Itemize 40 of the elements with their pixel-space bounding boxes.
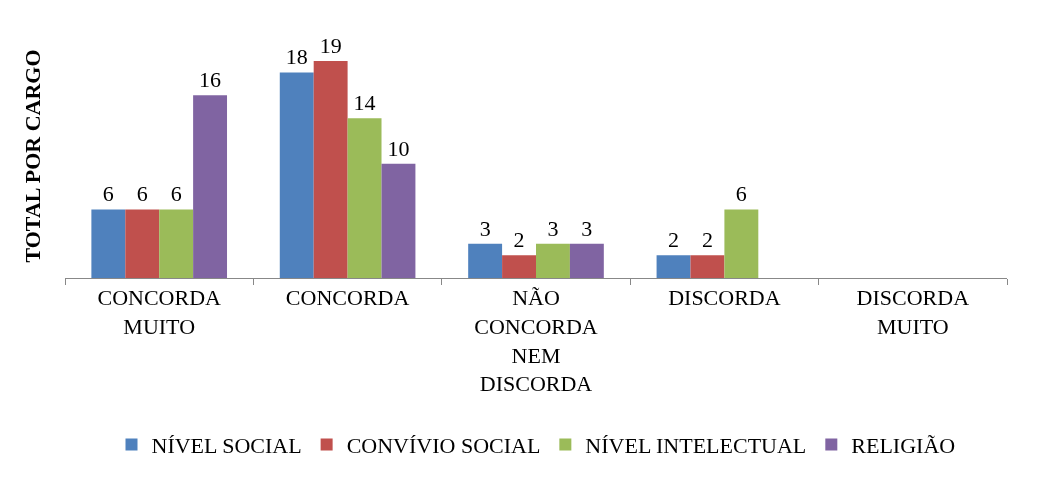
bar [279, 72, 314, 278]
data-label: 3 [581, 215, 593, 241]
bar [193, 95, 228, 278]
bar [690, 255, 725, 278]
bar [724, 209, 759, 278]
data-label: 16 [199, 67, 222, 93]
bar [125, 209, 160, 278]
data-label: 2 [668, 227, 680, 253]
data-label: 2 [513, 227, 525, 253]
legend-label: RELIGIÃO [851, 433, 956, 459]
bar [159, 209, 194, 278]
x-tick-label: CONCORDA [285, 285, 410, 311]
bar [313, 61, 348, 278]
legend-label: NÍVEL SOCIAL [151, 433, 302, 459]
data-label: 14 [353, 90, 376, 116]
data-label: 10 [387, 135, 410, 161]
data-label: 3 [479, 215, 491, 241]
x-tick-label: DISCORDA [668, 285, 781, 311]
bar [536, 243, 570, 278]
data-label: 19 [319, 33, 342, 59]
legend-label: NÍVEL INTELECTUAL [585, 433, 807, 459]
data-label: 6 [136, 181, 148, 207]
data-label: 2 [701, 227, 713, 253]
y-axis-title: TOTAL POR CARGO [19, 49, 45, 263]
bar [91, 209, 126, 278]
bar [381, 163, 416, 278]
data-label: 3 [547, 215, 559, 241]
legend-label: CONVÍVIO SOCIAL [346, 433, 541, 459]
x-tick-label: NÃO CONCORDA NEM DISCORDA [474, 285, 598, 397]
bar [656, 255, 691, 278]
data-label: 6 [102, 181, 114, 207]
data-label: 6 [170, 181, 182, 207]
bar [468, 243, 503, 278]
data-label: 18 [285, 44, 308, 70]
x-tick-label: DISCORDA MUITO [856, 285, 970, 339]
bar [347, 118, 382, 278]
x-tick-label: CONCORDA MUITO [97, 285, 222, 339]
bar [569, 243, 604, 278]
data-label: 6 [735, 181, 747, 207]
bar [502, 255, 536, 278]
